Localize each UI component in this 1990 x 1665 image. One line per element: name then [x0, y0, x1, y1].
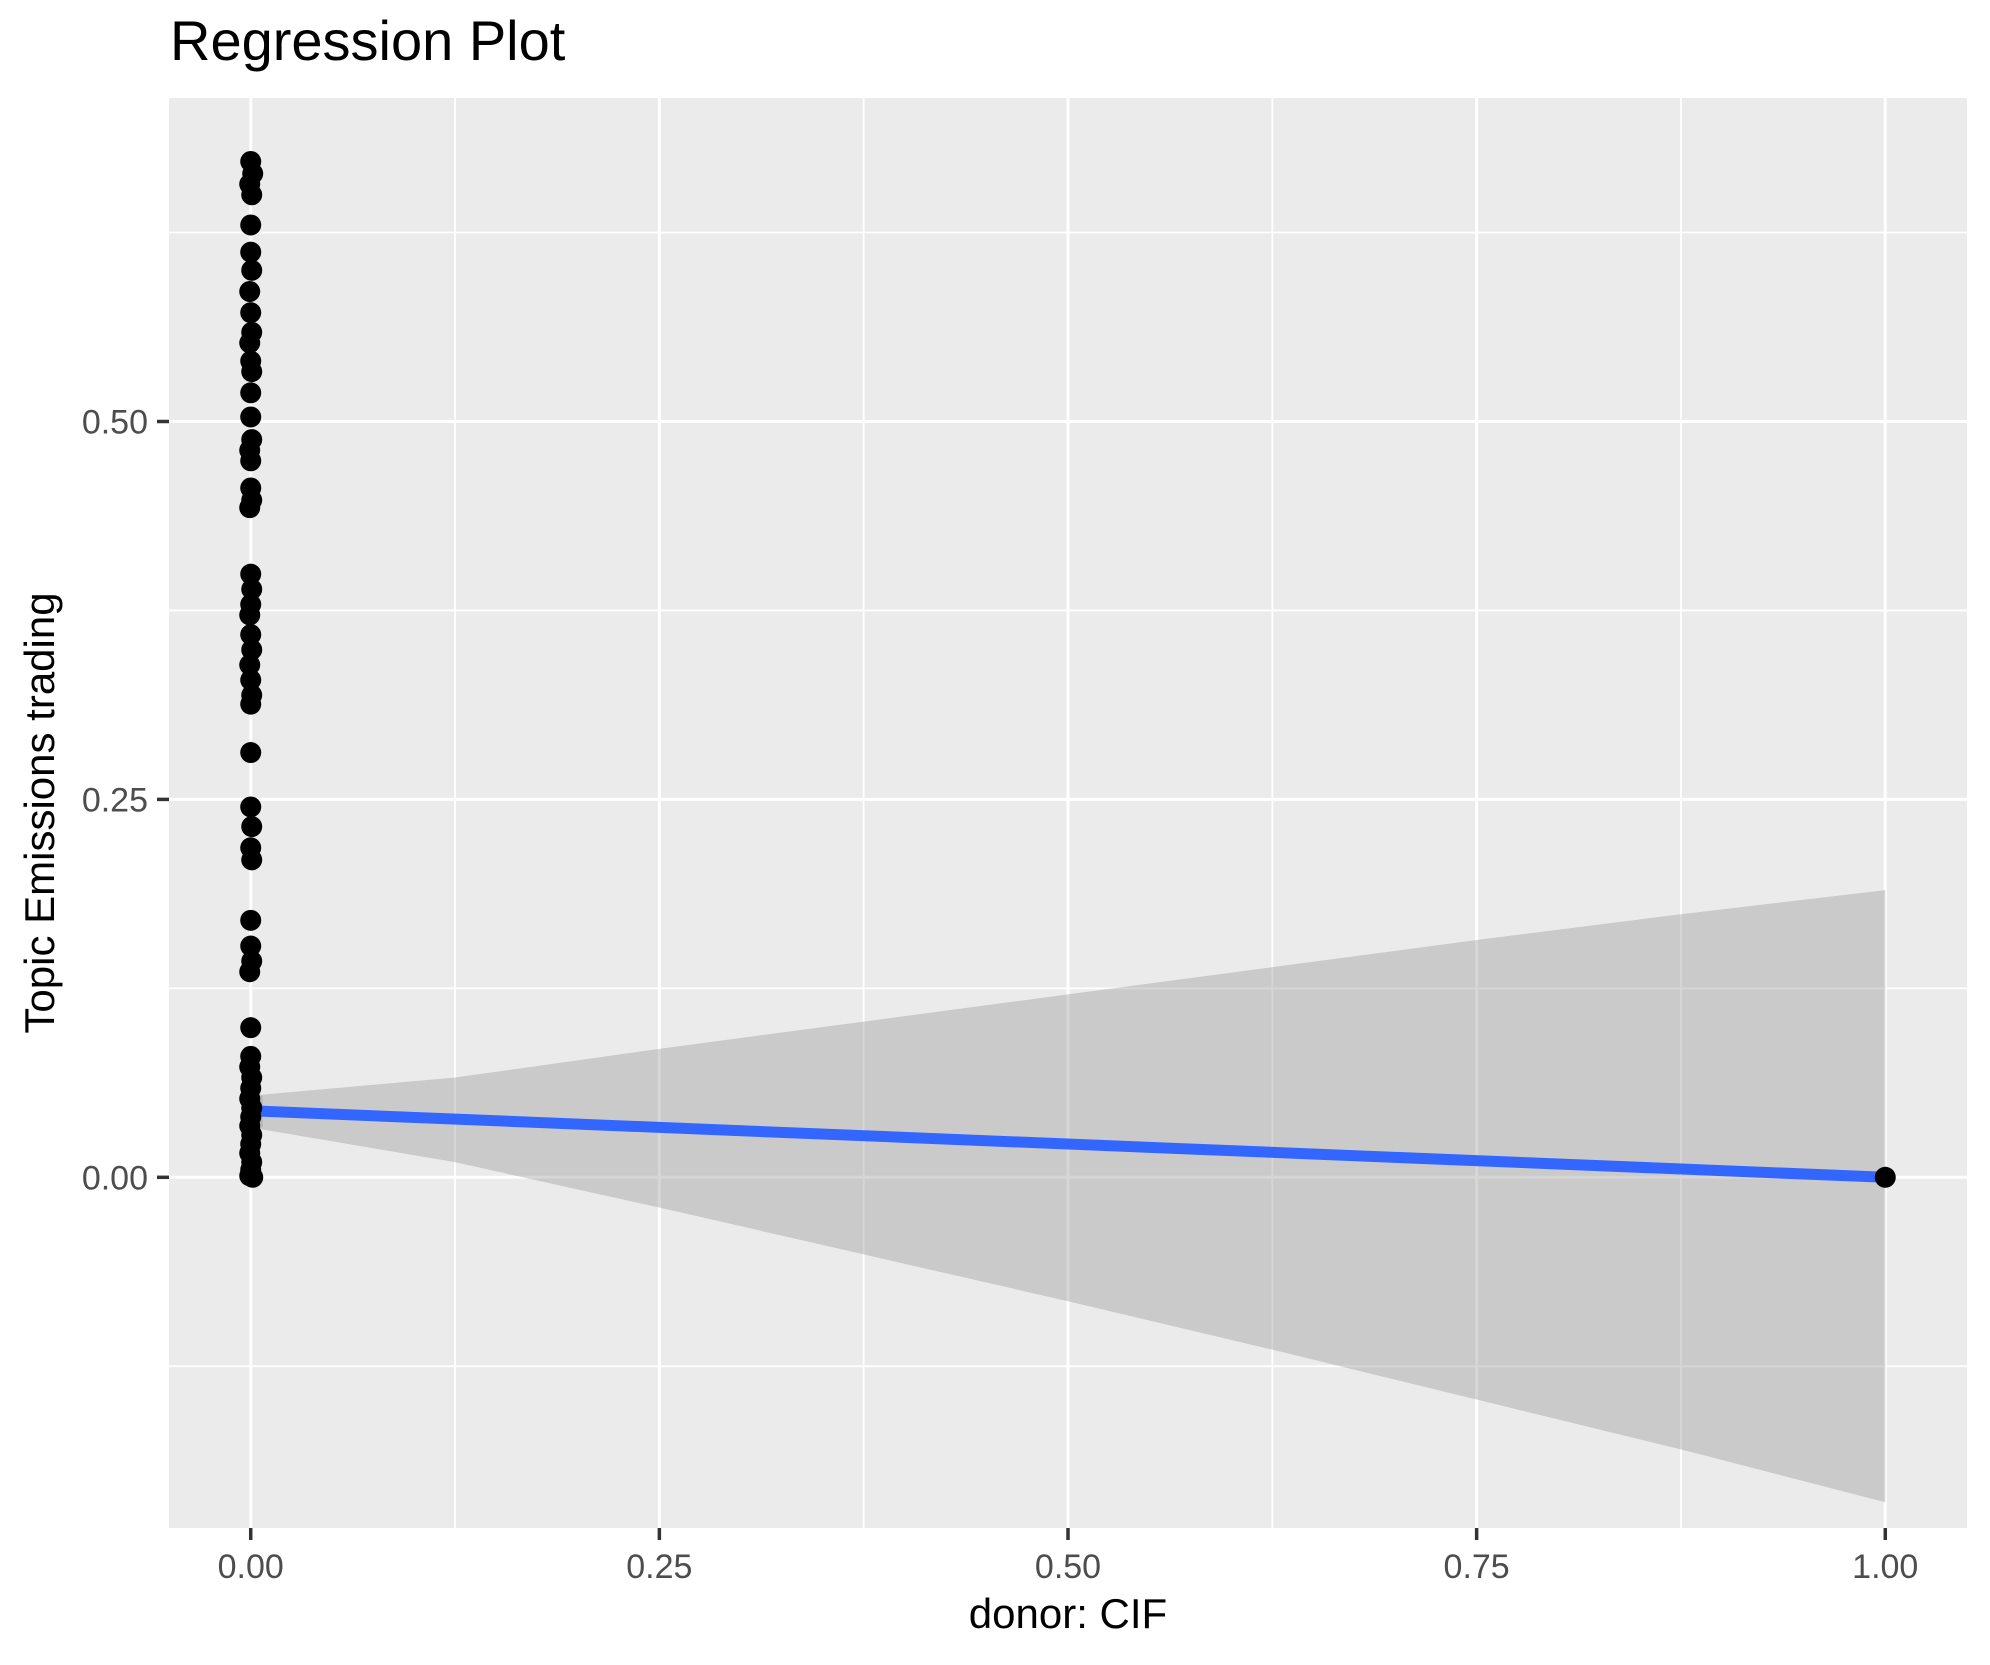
data-point — [242, 1166, 264, 1188]
data-point — [240, 382, 262, 404]
data-point — [240, 624, 262, 646]
data-point — [239, 332, 261, 354]
x-tick-label: 0.75 — [1444, 1548, 1510, 1586]
x-tick-label: 0.50 — [1035, 1548, 1101, 1586]
x-axis-title: donor: CIF — [968, 1590, 1168, 1637]
data-point — [240, 935, 262, 957]
data-point — [239, 280, 261, 302]
data-point — [240, 214, 262, 236]
regression-line — [250, 1105, 1886, 1183]
plot-title: Regression Plot — [170, 9, 566, 72]
data-point — [240, 796, 262, 818]
data-point — [240, 406, 262, 428]
data-point — [241, 259, 263, 281]
data-point — [240, 909, 262, 931]
data-point — [239, 497, 261, 519]
x-tick-label: 1.00 — [1852, 1548, 1918, 1586]
data-point — [240, 742, 262, 764]
data-point — [239, 961, 261, 983]
y-tick-label: 0.25 — [82, 781, 148, 819]
data-point — [241, 578, 263, 600]
data-point — [240, 241, 262, 263]
data-point — [241, 849, 263, 871]
data-point — [241, 361, 263, 383]
confidence-band — [250, 890, 1886, 1503]
data-point — [241, 184, 263, 206]
data-point — [240, 1017, 262, 1039]
data-point — [240, 669, 262, 691]
y-tick-label: 0.00 — [82, 1159, 148, 1197]
data-point — [241, 816, 263, 838]
y-tick-label: 0.50 — [82, 403, 148, 441]
data-point — [239, 604, 261, 626]
data-point — [239, 654, 261, 676]
x-tick-label: 0.00 — [218, 1548, 284, 1586]
data-point — [240, 450, 262, 472]
data-point — [1874, 1166, 1896, 1188]
x-tick-label: 0.25 — [626, 1548, 692, 1586]
data-point — [240, 563, 262, 585]
data-point — [240, 693, 262, 715]
data-point — [240, 302, 262, 324]
